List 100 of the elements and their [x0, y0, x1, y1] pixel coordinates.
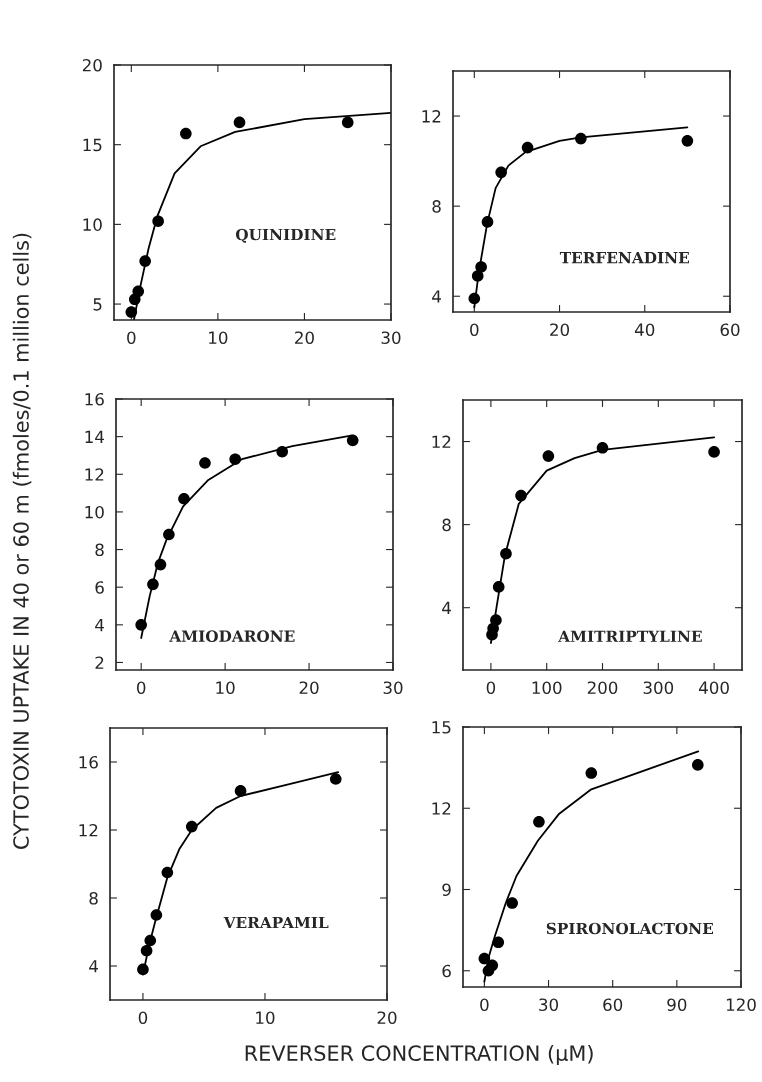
point: [506, 897, 518, 909]
y-tick-label: 12: [432, 435, 451, 448]
point: [144, 934, 157, 947]
x-tick-label: 0: [138, 1011, 148, 1025]
point: [681, 135, 694, 147]
y-tick-label: 6: [95, 581, 104, 594]
point: [154, 558, 167, 571]
point: [140, 944, 153, 957]
point: [492, 581, 505, 593]
point: [341, 116, 354, 129]
point: [515, 489, 527, 502]
x-tick-label: 60: [603, 998, 623, 1012]
x-tick-label: 30: [383, 681, 403, 695]
annotation: TERFENADINE: [559, 252, 689, 264]
y-tick-label: 8: [442, 518, 451, 532]
y-tick-label: 16: [79, 755, 98, 769]
y-tick-label: 16: [85, 392, 104, 406]
annotation: SPIRONOLACTONE: [546, 922, 714, 935]
point: [147, 578, 159, 591]
y-tick-label: 20: [82, 58, 102, 72]
point: [500, 547, 512, 560]
y-tick-label: 12: [79, 823, 98, 837]
y-tick-label: 12: [432, 802, 451, 815]
point: [471, 270, 484, 282]
point: [229, 453, 241, 466]
x-tick-label: 30: [381, 331, 401, 345]
point: [575, 132, 587, 145]
y-tick-label: 6: [442, 964, 451, 978]
y-tick-label: 4: [89, 960, 98, 973]
x-axis-title: REVERSER CONCENTRATION (μM): [245, 1044, 593, 1066]
x-tick-label: 300: [643, 681, 674, 695]
x-tick-label: 90: [667, 998, 687, 1012]
annotation: AMITRIPTYLINE: [558, 630, 702, 642]
y-axis-title: CYTOTOXIN UPTAKE IN 40 or 60 m (fmoles/0.1 million cells): [12, 233, 32, 849]
point: [346, 434, 359, 447]
y-tick-label: 14: [85, 430, 104, 443]
point: [161, 866, 174, 879]
y-tick-label: 10: [85, 505, 104, 519]
point: [233, 116, 246, 129]
x-tick-label: 20: [377, 1011, 397, 1025]
point: [125, 306, 138, 318]
y-tick-label: 5: [93, 298, 102, 311]
x-tick-label: 120: [726, 998, 756, 1012]
y-tick-label: 8: [432, 200, 441, 213]
point: [585, 767, 598, 779]
point: [139, 255, 151, 267]
annotation: QUINIDINE: [235, 228, 336, 243]
y-tick-label: 4: [95, 619, 104, 632]
x-tick-label: 200: [587, 681, 618, 695]
x-tick-label: 0: [486, 681, 496, 695]
y-tick-label: 15: [432, 721, 451, 734]
x-tick-label: 30: [539, 998, 559, 1012]
point: [475, 261, 487, 273]
y-tick-label: 15: [83, 138, 102, 152]
point: [490, 614, 502, 626]
y-tick-label: 4: [442, 601, 451, 615]
x-tick-label: 40: [634, 323, 655, 337]
point: [180, 127, 192, 140]
x-tick-label: 400: [699, 681, 729, 695]
x-tick-label: 0: [127, 331, 136, 345]
point: [152, 215, 164, 227]
point: [481, 216, 494, 228]
point: [132, 285, 145, 298]
y-tick-label: 10: [83, 218, 102, 231]
x-tick-label: 20: [550, 323, 570, 337]
x-tick-label: 0: [480, 998, 489, 1012]
point: [486, 959, 499, 972]
x-tick-label: 20: [299, 681, 319, 695]
point: [163, 528, 175, 541]
point: [492, 936, 505, 949]
y-tick-label: 12: [422, 110, 441, 123]
x-tick-label: 20: [295, 331, 314, 345]
x-tick-label: 0: [470, 323, 479, 337]
point: [596, 441, 609, 454]
x-tick-label: 10: [256, 1011, 275, 1025]
point: [137, 963, 149, 976]
point: [478, 952, 491, 965]
point: [495, 166, 507, 179]
point: [234, 785, 247, 797]
x-tick-label: 10: [209, 331, 228, 345]
point: [178, 492, 190, 505]
point: [276, 445, 289, 458]
x-tick-label: 10: [216, 681, 235, 695]
point: [150, 909, 163, 921]
x-tick-label: 100: [532, 681, 562, 695]
x-tick-label: 60: [720, 323, 740, 337]
point: [199, 457, 211, 469]
y-tick-label: 2: [95, 656, 104, 669]
point: [185, 820, 198, 833]
y-tick-label: 8: [89, 891, 98, 905]
point: [533, 815, 545, 828]
point: [329, 773, 342, 785]
annotation: VERAPAMIL: [223, 916, 329, 929]
annotation: AMIODARONE: [169, 630, 295, 642]
point: [708, 446, 720, 458]
point: [691, 759, 704, 771]
y-tick-label: 4: [432, 290, 441, 303]
y-tick-label: 8: [95, 543, 104, 557]
y-tick-label: 12: [85, 468, 104, 481]
point: [468, 292, 481, 305]
